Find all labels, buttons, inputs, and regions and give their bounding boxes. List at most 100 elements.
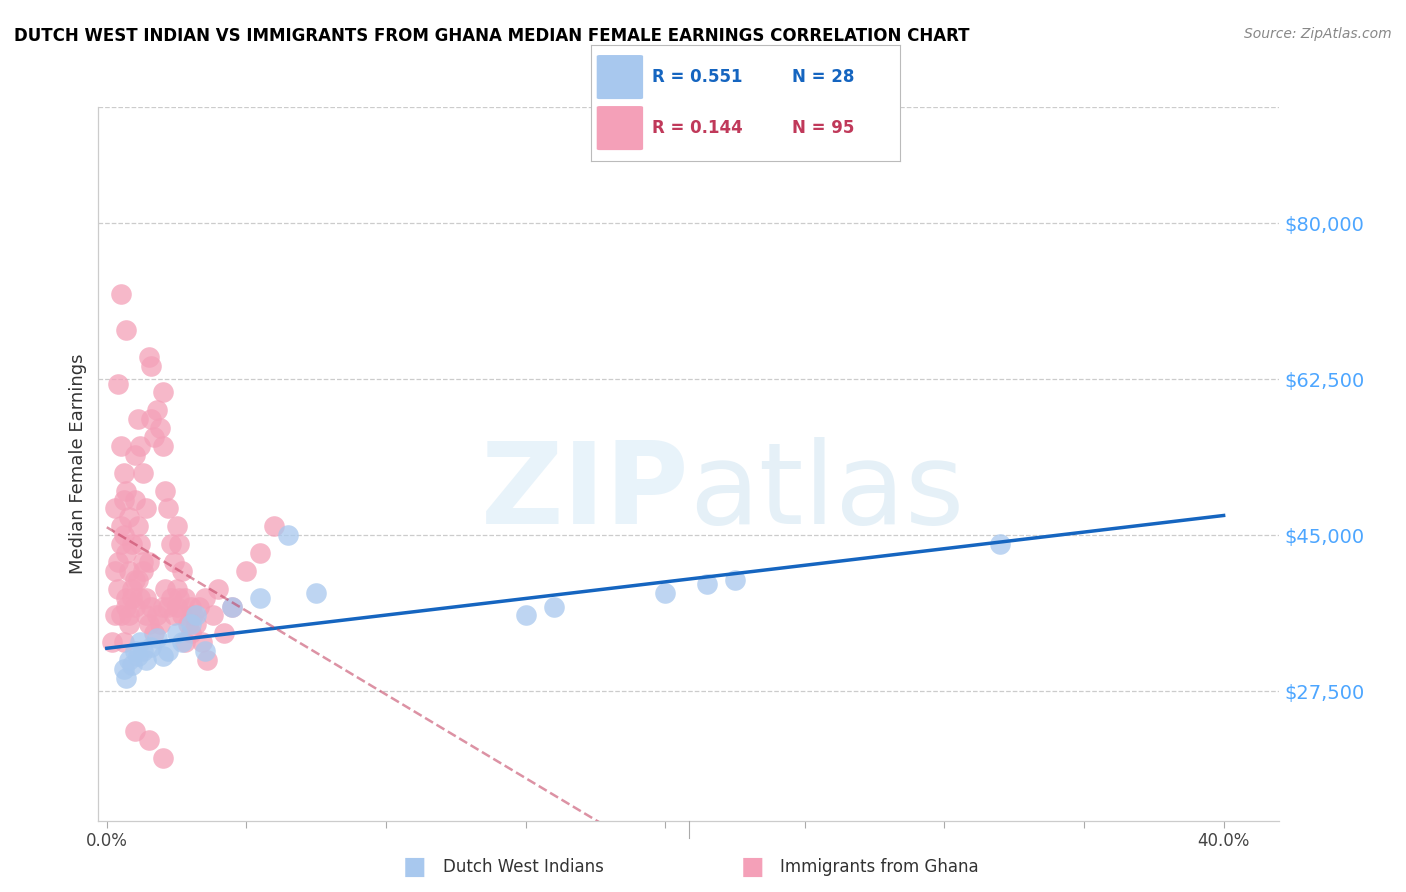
Point xyxy=(135,591,157,605)
Point xyxy=(132,564,155,578)
Point xyxy=(115,671,138,685)
Point xyxy=(132,555,155,569)
Point xyxy=(157,501,180,516)
Point xyxy=(135,653,157,667)
Point xyxy=(129,591,152,605)
Point xyxy=(152,751,174,765)
Point xyxy=(195,653,218,667)
Point xyxy=(152,385,174,400)
Point xyxy=(152,439,174,453)
Point xyxy=(104,608,127,623)
Point xyxy=(166,519,188,533)
Text: DUTCH WEST INDIAN VS IMMIGRANTS FROM GHANA MEDIAN FEMALE EARNINGS CORRELATION CH: DUTCH WEST INDIAN VS IMMIGRANTS FROM GHA… xyxy=(14,27,970,45)
Point xyxy=(127,412,149,426)
Point xyxy=(163,608,186,623)
Point xyxy=(155,483,177,498)
Point xyxy=(127,648,149,663)
Point xyxy=(235,564,257,578)
Point xyxy=(174,635,197,649)
Point xyxy=(121,657,143,672)
Point xyxy=(146,631,169,645)
Point xyxy=(135,608,157,623)
Point xyxy=(112,492,135,507)
Point xyxy=(543,599,565,614)
Point xyxy=(138,617,160,632)
Point xyxy=(132,466,155,480)
Point xyxy=(118,653,141,667)
Point xyxy=(129,635,152,649)
Point xyxy=(135,501,157,516)
Point xyxy=(124,573,146,587)
Point xyxy=(115,591,138,605)
Point xyxy=(263,519,285,533)
Point xyxy=(115,323,138,337)
Text: ■: ■ xyxy=(404,855,426,879)
Point xyxy=(118,617,141,632)
Point xyxy=(157,599,180,614)
Point xyxy=(169,537,191,551)
Point xyxy=(249,591,271,605)
Point xyxy=(149,617,172,632)
Point xyxy=(186,617,208,632)
Point xyxy=(101,635,124,649)
Point xyxy=(124,492,146,507)
Point xyxy=(112,635,135,649)
Point xyxy=(187,599,209,614)
Point xyxy=(277,528,299,542)
Text: atlas: atlas xyxy=(689,437,965,548)
Point xyxy=(988,537,1011,551)
Text: ZIP: ZIP xyxy=(481,437,689,548)
Point xyxy=(654,586,676,600)
Point xyxy=(124,448,146,462)
Point xyxy=(124,644,146,658)
Point xyxy=(172,635,194,649)
Point xyxy=(166,626,188,640)
Point xyxy=(149,421,172,435)
Point xyxy=(110,287,132,301)
Text: R = 0.551: R = 0.551 xyxy=(652,68,742,86)
Point xyxy=(138,733,160,747)
Point xyxy=(112,528,135,542)
Point xyxy=(177,617,200,632)
Point xyxy=(115,599,138,614)
Point xyxy=(155,582,177,596)
Point xyxy=(110,439,132,453)
Point xyxy=(141,599,163,614)
Point xyxy=(110,608,132,623)
Point xyxy=(207,582,229,596)
Point xyxy=(172,608,194,623)
Point xyxy=(138,555,160,569)
Text: Source: ZipAtlas.com: Source: ZipAtlas.com xyxy=(1244,27,1392,41)
Point xyxy=(104,501,127,516)
Point xyxy=(152,648,174,663)
Point xyxy=(166,582,188,596)
Point xyxy=(107,582,129,596)
Point xyxy=(174,591,197,605)
Point xyxy=(132,644,155,658)
Point xyxy=(143,626,166,640)
Point xyxy=(180,617,202,632)
Point xyxy=(118,608,141,623)
Point xyxy=(118,564,141,578)
Point xyxy=(172,564,194,578)
Point xyxy=(201,608,224,623)
Point xyxy=(221,599,243,614)
Point xyxy=(127,519,149,533)
Point xyxy=(724,573,747,587)
Point xyxy=(141,359,163,373)
Point xyxy=(129,439,152,453)
Point xyxy=(180,626,202,640)
Point xyxy=(138,350,160,364)
Point xyxy=(190,635,212,649)
Point xyxy=(180,599,202,614)
Point xyxy=(121,591,143,605)
Point xyxy=(110,519,132,533)
Point xyxy=(124,599,146,614)
Point xyxy=(166,599,188,614)
Point xyxy=(146,608,169,623)
Point xyxy=(186,608,208,623)
Text: R = 0.144: R = 0.144 xyxy=(652,120,744,137)
Point xyxy=(112,466,135,480)
Point xyxy=(127,573,149,587)
Point xyxy=(143,430,166,444)
